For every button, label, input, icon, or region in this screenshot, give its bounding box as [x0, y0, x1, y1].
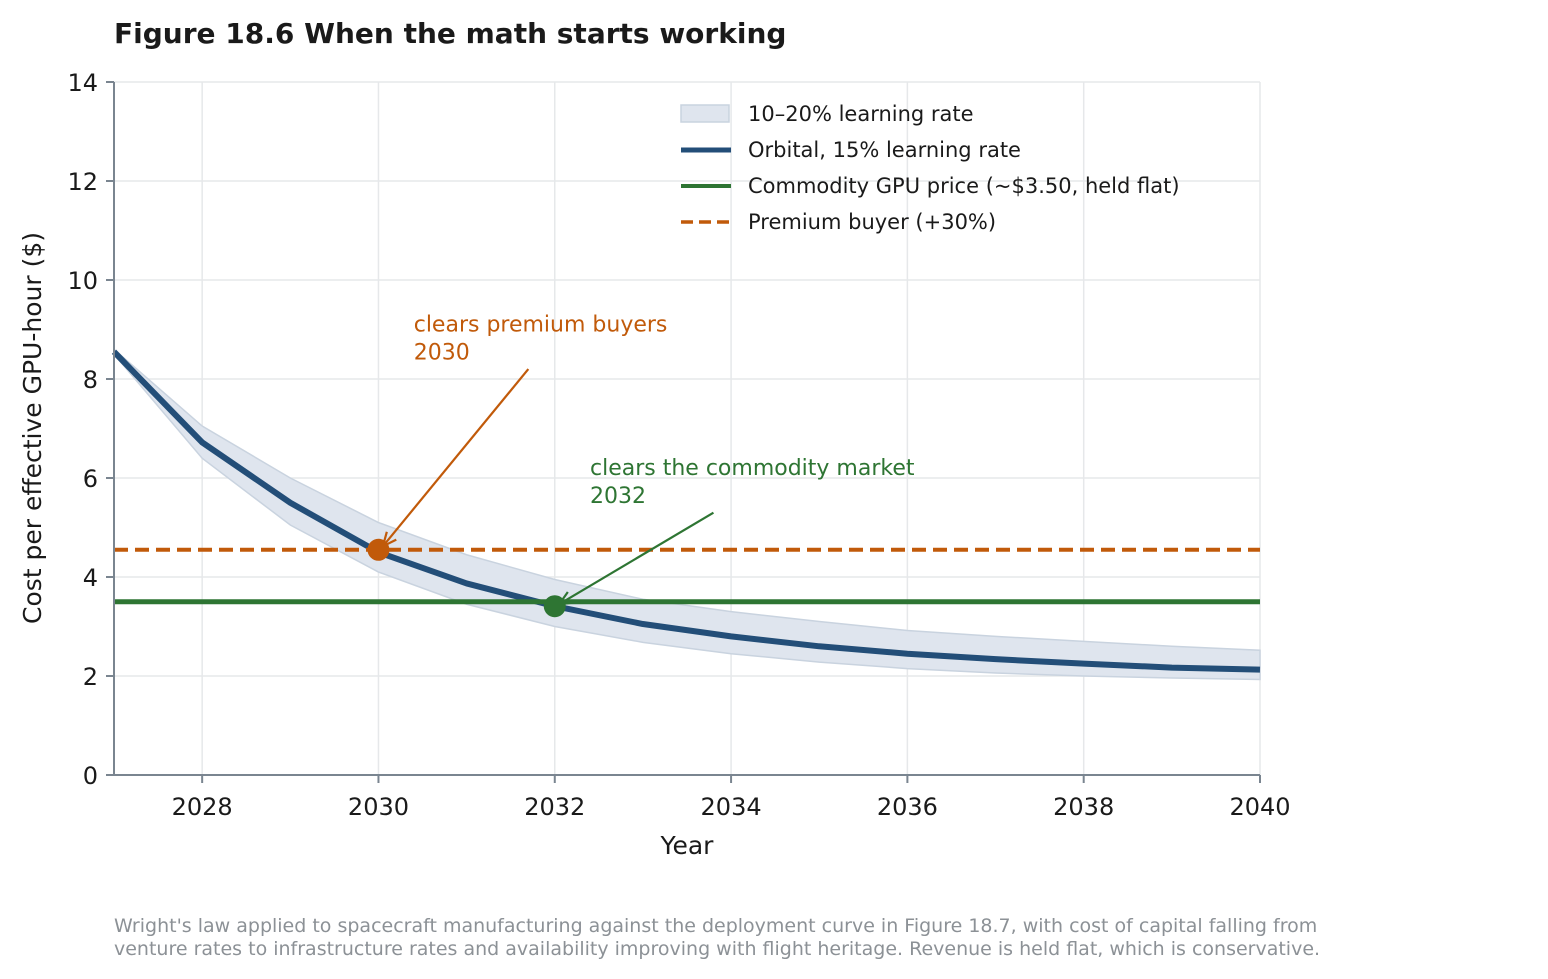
- legend-swatch-band: [680, 104, 730, 123]
- annotation-1-line-2: 2030: [414, 341, 470, 366]
- band-area: [113, 347, 1261, 681]
- y-tick-label: 8: [83, 366, 98, 394]
- legend-label-orbital: Orbital, 15% learning rate: [748, 138, 1021, 162]
- markers: [367, 538, 566, 618]
- legend-label-premium: Premium buyer (+30%): [748, 210, 996, 234]
- legend: 10–20% learning rate Orbital, 15% learni…: [680, 102, 1180, 234]
- y-tick-label: 12: [67, 168, 98, 196]
- legend-label-commodity: Commodity GPU price (~$3.50, held flat): [748, 174, 1180, 198]
- annotation-1-line-1: clears premium buyers: [414, 313, 668, 338]
- y-tick-label: 14: [67, 69, 98, 97]
- series-lines: [111, 349, 1261, 673]
- axes: 0 2 4 6 8 10 12 14 2028 2030 2032 2034 2036 2038 2040: [67, 69, 1290, 821]
- annotations: clears premium buyers 2030 clears the comm…: [381, 313, 915, 606]
- y-tick-label: 4: [83, 564, 98, 592]
- x-tick-label: 2036: [877, 793, 938, 821]
- x-tick-label: 2040: [1229, 793, 1290, 821]
- y-tick-label: 6: [83, 465, 98, 493]
- caption-line-1: Wright's law applied to spacecraft manuf…: [114, 915, 1317, 937]
- caption-line-2: venture rates to infrastructure rates an…: [114, 938, 1320, 960]
- annotation-arrow-1: [382, 368, 530, 548]
- annotation-2-line-2: 2032: [590, 484, 646, 509]
- x-tick-label: 2032: [524, 793, 585, 821]
- x-tick-label: 2030: [348, 793, 409, 821]
- x-tick-label: 2028: [172, 793, 233, 821]
- figure-title: Figure 18.6 When the math starts working: [114, 17, 786, 50]
- crossing-marker-1: [367, 538, 390, 561]
- annotation-2-line-1: clears the commodity market: [590, 456, 915, 481]
- learning-rate-band: [113, 347, 1261, 681]
- x-tick-label: 2034: [701, 793, 762, 821]
- annotation-arrow-2: [558, 511, 715, 606]
- crossing-marker-2: [543, 595, 566, 618]
- legend-label-band: 10–20% learning rate: [748, 102, 974, 126]
- y-tick-label: 2: [83, 663, 98, 691]
- y-axis-label: Cost per effective GPU-hour ($): [18, 232, 47, 624]
- orbital-line: [111, 349, 1261, 673]
- y-tick-label: 0: [83, 762, 98, 790]
- y-tick-label: 10: [67, 267, 98, 295]
- x-tick-label: 2038: [1053, 793, 1114, 821]
- x-axis-label: Year: [660, 831, 715, 860]
